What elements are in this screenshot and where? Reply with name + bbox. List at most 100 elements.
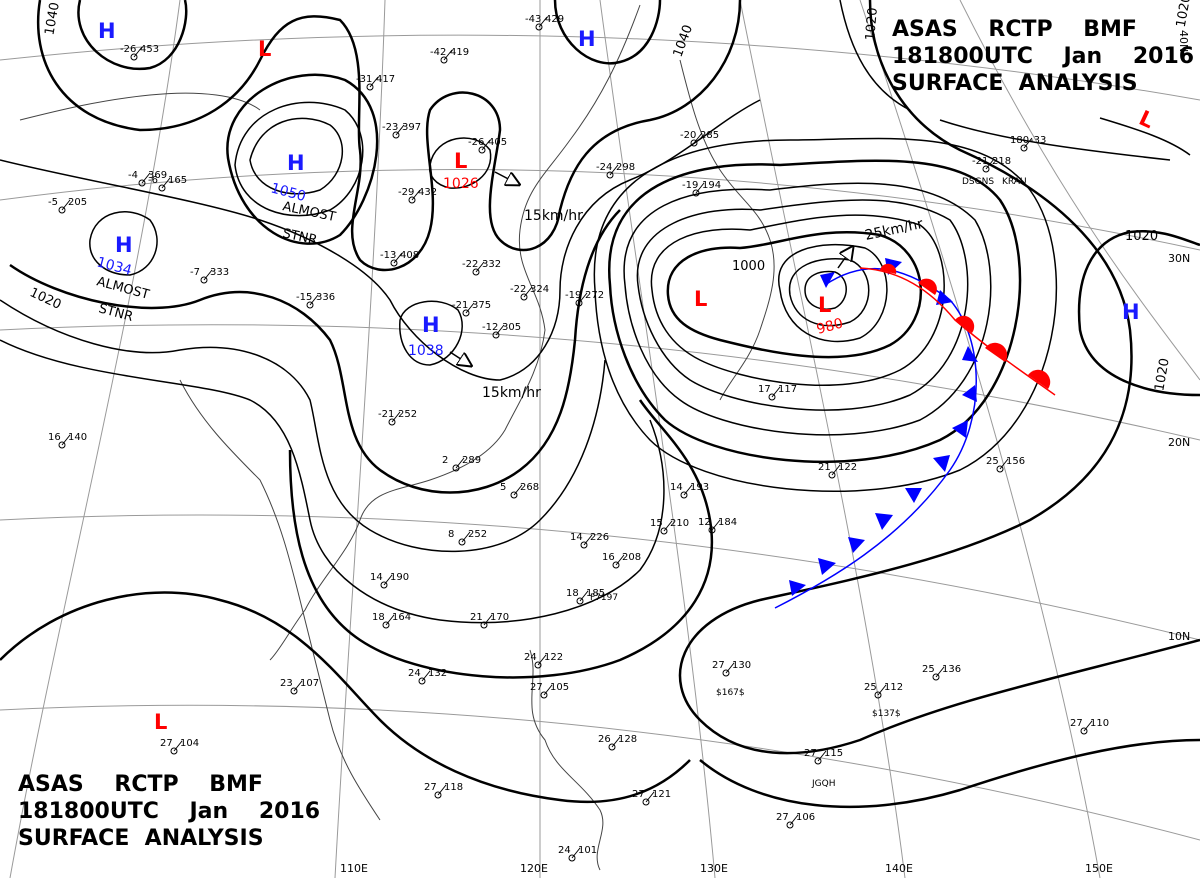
title-line-2: 181800UTC Jan 2016 <box>892 44 1195 69</box>
station-circle <box>786 821 794 829</box>
station-temperature: 27 <box>712 660 725 671</box>
parallel-20n <box>0 324 1200 441</box>
station-circle <box>290 687 298 695</box>
station-circle <box>380 581 388 589</box>
station-pressure: 218 <box>992 156 1011 167</box>
title-line-3: SURFACE ANALYSIS <box>892 71 1138 96</box>
station-id: $167$ <box>716 688 745 698</box>
title-line-3: SURFACE ANALYSIS <box>18 826 264 851</box>
parallel-10n <box>0 514 1200 641</box>
station-pressure: 429 <box>545 14 564 25</box>
isobar <box>678 0 1200 755</box>
station-temperature: 5 <box>500 482 506 493</box>
wind-barb <box>385 614 395 626</box>
station-circle <box>874 691 882 699</box>
wind-barb <box>455 457 465 469</box>
movement-label: 15km/hr <box>524 208 583 224</box>
wind-barb <box>61 434 71 446</box>
isobar <box>226 73 379 245</box>
front-barb <box>933 455 950 472</box>
station-pressure: 156 <box>1006 456 1025 467</box>
station-circle <box>170 747 178 755</box>
station-pressure: 305 <box>502 322 521 333</box>
wind-barb <box>611 736 621 748</box>
lon-label: 140E <box>885 862 913 875</box>
station-pressure: 333 <box>210 267 229 278</box>
isobar-label: 1040 <box>42 1 63 36</box>
station-circle <box>158 184 166 192</box>
station-temperature: 18 <box>372 612 385 623</box>
station-plot: 15 210 <box>650 518 689 535</box>
wind-barb <box>543 684 553 696</box>
station-plot: 24 132 <box>408 668 447 685</box>
station-pressure: 106 <box>796 812 815 823</box>
movement-arrow <box>494 171 518 184</box>
stationary-label: ALMOST <box>95 274 151 302</box>
station-temperature: -6 <box>148 175 158 186</box>
station-circle <box>408 196 416 204</box>
station-temperature: 27 <box>776 812 789 823</box>
station-circle <box>1080 727 1088 735</box>
station-plots: -26 453 -43 429 -31 417 -42 419 -23 397 -26 405 -4 36… <box>48 14 1109 862</box>
station-temperature: 2 <box>442 455 448 466</box>
low-center-symbol: L <box>1135 106 1157 133</box>
station-pressure: 252 <box>398 409 417 420</box>
station-plot: 21 170 <box>470 612 509 629</box>
isobars <box>0 0 1200 809</box>
wind-barb <box>537 654 547 666</box>
low-center-symbol: L <box>694 287 707 311</box>
station-circle <box>382 621 390 629</box>
station-temperature: -21 <box>972 156 988 167</box>
high-center-symbol: H <box>98 19 116 43</box>
station-temperature: 16 <box>602 552 615 563</box>
station-circle <box>768 393 776 401</box>
meridian-140e <box>739 0 906 878</box>
wind-barb <box>495 324 505 336</box>
isobar <box>804 270 847 310</box>
lon-label: 120E <box>520 862 548 875</box>
wind-barb <box>437 784 447 796</box>
lon-label: 150E <box>1085 862 1113 875</box>
lat-label: 30N <box>1168 252 1190 265</box>
station-temperature: -4 <box>128 170 138 181</box>
station-plot: -12 305 <box>482 322 521 339</box>
station-temperature: 24 <box>524 652 537 663</box>
station-temperature: 25 <box>922 664 935 675</box>
station-pressure: 208 <box>622 552 641 563</box>
wind-barb <box>393 252 403 264</box>
station-pressure: 285 <box>700 130 719 141</box>
station-circle <box>472 268 480 276</box>
station-temperature: 16 <box>48 432 61 443</box>
wind-barb <box>877 684 887 696</box>
station-circle <box>982 165 990 173</box>
station-temperature: -13 <box>380 250 396 261</box>
station-pressure: 397 <box>402 122 421 133</box>
wind-barb <box>615 554 625 566</box>
station-temperature: -19 <box>682 180 698 191</box>
wind-barb <box>1083 720 1093 732</box>
station-circle <box>492 331 500 339</box>
station-plot: 27 118 <box>424 782 463 799</box>
station-pressure: 136 <box>942 664 961 675</box>
station-circle <box>690 139 698 147</box>
wind-barb <box>391 411 401 423</box>
station-circle <box>642 798 650 806</box>
wind-barb <box>789 814 799 826</box>
station-pressure: 405 <box>488 137 507 148</box>
station-circle <box>814 757 822 765</box>
station-plot: -19 194 <box>682 180 721 197</box>
station-pressure: 107 <box>300 678 319 689</box>
station-temperature: 21 <box>818 462 831 473</box>
high-center-symbol: H <box>115 233 133 257</box>
station-plot: 14 190 <box>370 572 409 589</box>
station-pressure: 104 <box>180 738 199 749</box>
isobar <box>1077 229 1200 397</box>
station-plot: -24 298 <box>596 162 635 179</box>
station-temperature: 17 <box>758 384 771 395</box>
station-circle <box>388 418 396 426</box>
station-plot: -31 417 <box>356 74 395 91</box>
station-circle <box>462 309 470 317</box>
coast-china <box>269 4 641 661</box>
station-id: DSGNS <box>962 177 994 187</box>
wind-barb <box>293 680 303 692</box>
